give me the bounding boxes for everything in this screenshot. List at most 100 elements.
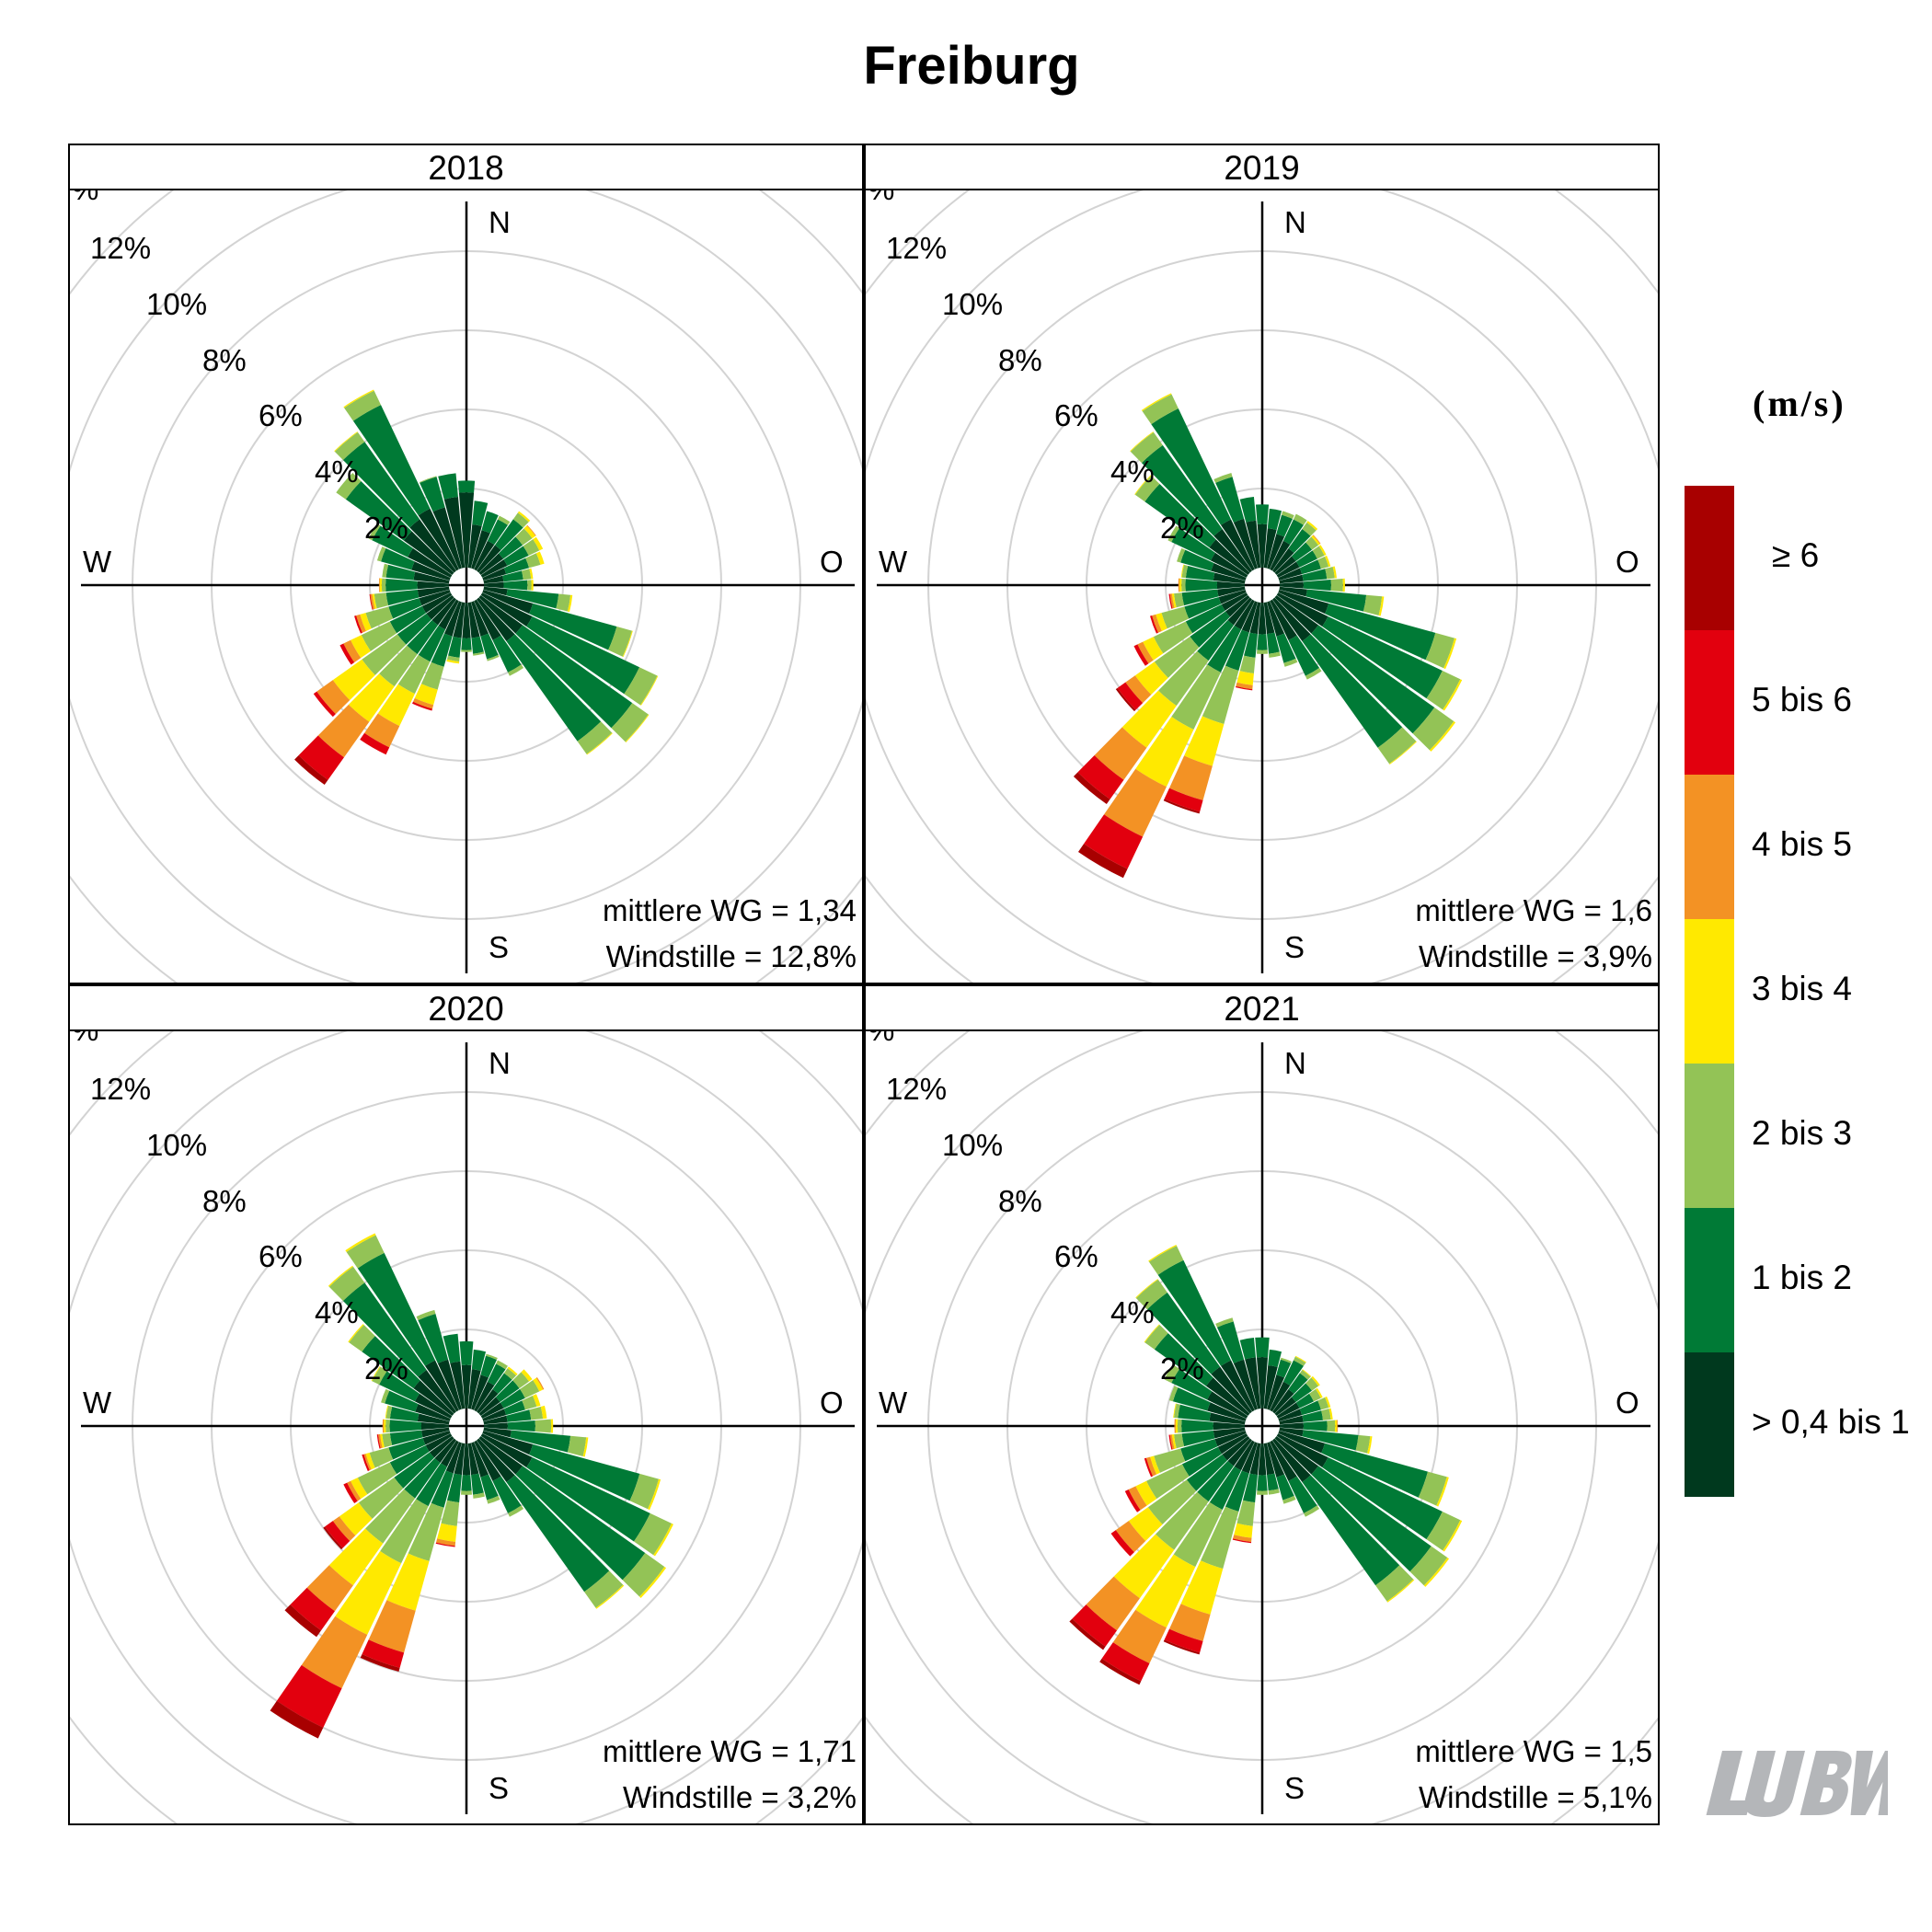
petal-segment <box>1272 1388 1294 1414</box>
petal-segment <box>474 599 501 640</box>
petal-segment <box>653 1523 673 1557</box>
petal-segment <box>535 551 545 565</box>
windrose-svg <box>70 189 862 983</box>
petal-segment <box>1181 564 1189 579</box>
petal-segment <box>502 570 523 582</box>
petal-segment <box>1278 590 1329 615</box>
petal-segment <box>1184 597 1222 619</box>
petal-segment <box>1163 1639 1201 1655</box>
petal-segment <box>345 481 412 541</box>
ring-label: 6% <box>1054 1239 1098 1273</box>
ring-label: 6% <box>259 398 303 432</box>
petal-segment <box>477 545 501 573</box>
petal-segment <box>1418 1471 1447 1506</box>
petal-segment <box>487 519 508 546</box>
petal-segment <box>535 1419 552 1433</box>
petal-segment <box>471 1374 489 1410</box>
petal-segment <box>332 1516 356 1542</box>
petal-segment <box>370 593 375 610</box>
petal-segment <box>325 1521 351 1548</box>
petal-segment <box>1276 1474 1294 1501</box>
petal-segment <box>1180 549 1214 571</box>
petal-segment <box>335 1550 402 1635</box>
petal-segment <box>1255 504 1270 524</box>
petal-segment <box>1156 613 1167 631</box>
petal-segment <box>1295 1393 1315 1409</box>
windrose-svg <box>866 1029 1658 1823</box>
petal-segment <box>1137 641 1154 664</box>
petal-segment <box>1213 572 1246 584</box>
petal-segment <box>1172 1387 1211 1411</box>
petal-segment <box>1156 1491 1209 1550</box>
petal-segment <box>608 627 632 657</box>
petal-segment <box>471 636 484 654</box>
petal-segment <box>404 1457 441 1499</box>
petal-segment <box>1257 1475 1268 1491</box>
petal-segment <box>360 732 390 755</box>
calm-percent: Windstille = 12,8% <box>605 939 857 973</box>
petal-segment <box>1295 550 1317 568</box>
petal-segment <box>498 536 523 559</box>
petal-segment <box>529 1443 640 1501</box>
petal-segment <box>510 1430 571 1453</box>
petal-segment <box>1263 528 1277 569</box>
petal-segment <box>328 1266 365 1302</box>
petal-segment <box>529 1406 544 1420</box>
petal-segment <box>290 1587 335 1631</box>
petal-segment <box>525 553 541 569</box>
petal-segment <box>1209 1466 1242 1510</box>
petal-segment <box>1168 1434 1173 1450</box>
petal-segment <box>1267 632 1280 654</box>
petal-segment <box>1276 1359 1292 1378</box>
petal-segment <box>416 1309 436 1320</box>
petal-segment <box>482 590 534 615</box>
petal-segment <box>389 1420 422 1432</box>
petal-segment <box>1209 1412 1246 1425</box>
petal-segment <box>1425 632 1455 669</box>
petal-segment <box>474 540 495 571</box>
legend-swatch <box>1685 630 1734 775</box>
petal-segment <box>1134 475 1152 495</box>
petal-segment <box>482 1431 534 1455</box>
petal-segment <box>1171 593 1177 608</box>
petal-segment <box>462 1443 471 1476</box>
compass-s: S <box>489 930 510 964</box>
petal-segment <box>441 1500 460 1526</box>
petal-segment <box>420 477 445 512</box>
petal-segment <box>529 603 617 650</box>
petal-segment <box>1153 621 1193 654</box>
petal-segment <box>1150 1455 1160 1475</box>
petal-segment <box>507 1420 535 1432</box>
petal-segment <box>1274 1436 1319 1475</box>
petal-segment <box>550 1419 554 1433</box>
petal-segment <box>417 586 450 598</box>
petal-segment <box>460 1490 473 1495</box>
petal-segment <box>365 1489 416 1544</box>
petal-segment <box>1282 519 1304 546</box>
calm-percent: Windstille = 3,9% <box>1418 939 1652 973</box>
petal-segment <box>354 615 362 634</box>
compass-n: N <box>489 205 511 239</box>
petal-segment <box>1148 1246 1184 1275</box>
petal-segment <box>385 578 418 592</box>
legend-label: > 0,4 bis 1 <box>1752 1403 1910 1441</box>
petal-segment <box>1291 1383 1313 1403</box>
petal-segment <box>343 639 362 663</box>
petal-segment <box>1211 1366 1252 1414</box>
petal-segment <box>1133 644 1149 666</box>
petal-segment <box>1426 1511 1461 1551</box>
petal-segment <box>1148 1244 1178 1262</box>
petal-segment <box>1173 1501 1223 1568</box>
petal-segment <box>1151 408 1232 525</box>
petal-segment <box>1197 620 1235 661</box>
petal-segment <box>497 515 511 525</box>
petal-segment <box>1125 675 1152 704</box>
petal-segment <box>556 593 571 612</box>
petal-segment <box>1291 542 1313 562</box>
petal-segment <box>425 1433 453 1452</box>
petal-segment <box>306 1565 353 1612</box>
petal-segment <box>506 1409 532 1422</box>
petal-segment <box>1227 597 1252 626</box>
petal-segment <box>1145 1456 1156 1477</box>
petal-segment <box>1069 1618 1106 1650</box>
